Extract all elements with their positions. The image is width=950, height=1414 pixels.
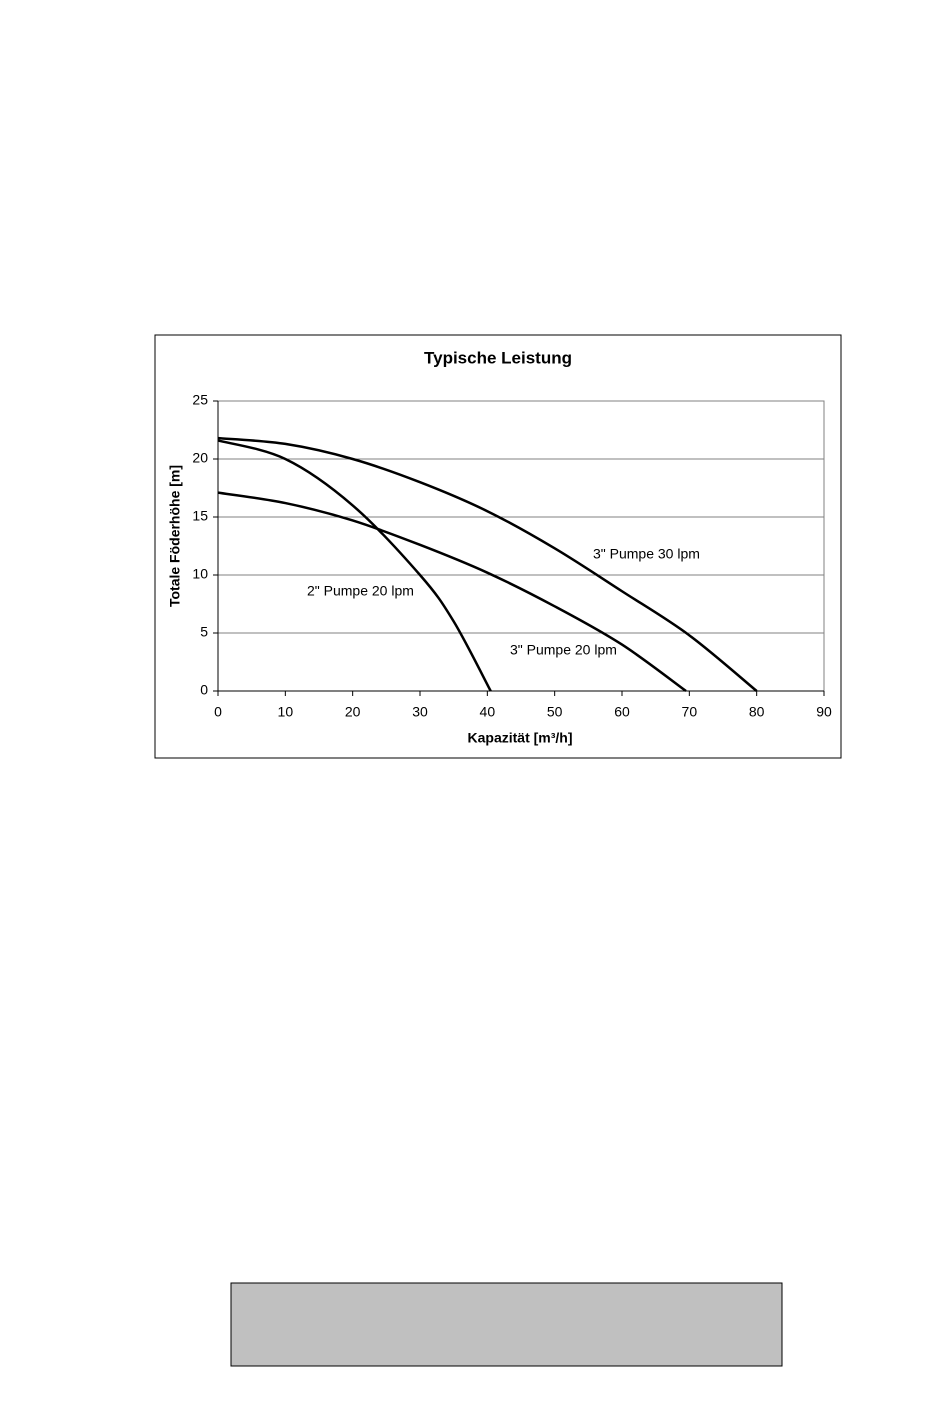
x-tick-label: 30 (412, 704, 428, 720)
y-axis-title: Totale Föderhöhe [m] (167, 465, 183, 607)
x-tick-label: 60 (614, 704, 630, 720)
x-tick-label: 80 (749, 704, 765, 720)
y-tick-label: 20 (192, 450, 208, 466)
y-tick-label: 15 (192, 508, 208, 524)
x-tick-label: 0 (214, 704, 222, 720)
series-label: 3" Pumpe 20 lpm (510, 642, 617, 658)
series-label: 3" Pumpe 30 lpm (593, 546, 700, 562)
x-tick-label: 90 (816, 704, 832, 720)
x-tick-label: 70 (682, 704, 698, 720)
x-tick-label: 40 (480, 704, 496, 720)
x-axis-title: Kapazität [m³/h] (468, 730, 573, 746)
x-tick-label: 10 (278, 704, 294, 720)
x-tick-label: 20 (345, 704, 361, 720)
y-tick-label: 0 (200, 682, 208, 698)
chart-title: Typische Leistung (424, 348, 572, 367)
x-tick-label: 50 (547, 704, 563, 720)
series-line (217, 436, 758, 692)
y-tick-label: 5 (200, 624, 208, 640)
series-line (217, 491, 687, 693)
gray-box (230, 1282, 783, 1367)
series-line (217, 439, 492, 692)
series-label: 2" Pumpe 20 lpm (307, 583, 414, 599)
y-tick-label: 10 (192, 566, 208, 582)
y-tick-label: 25 (192, 392, 208, 408)
